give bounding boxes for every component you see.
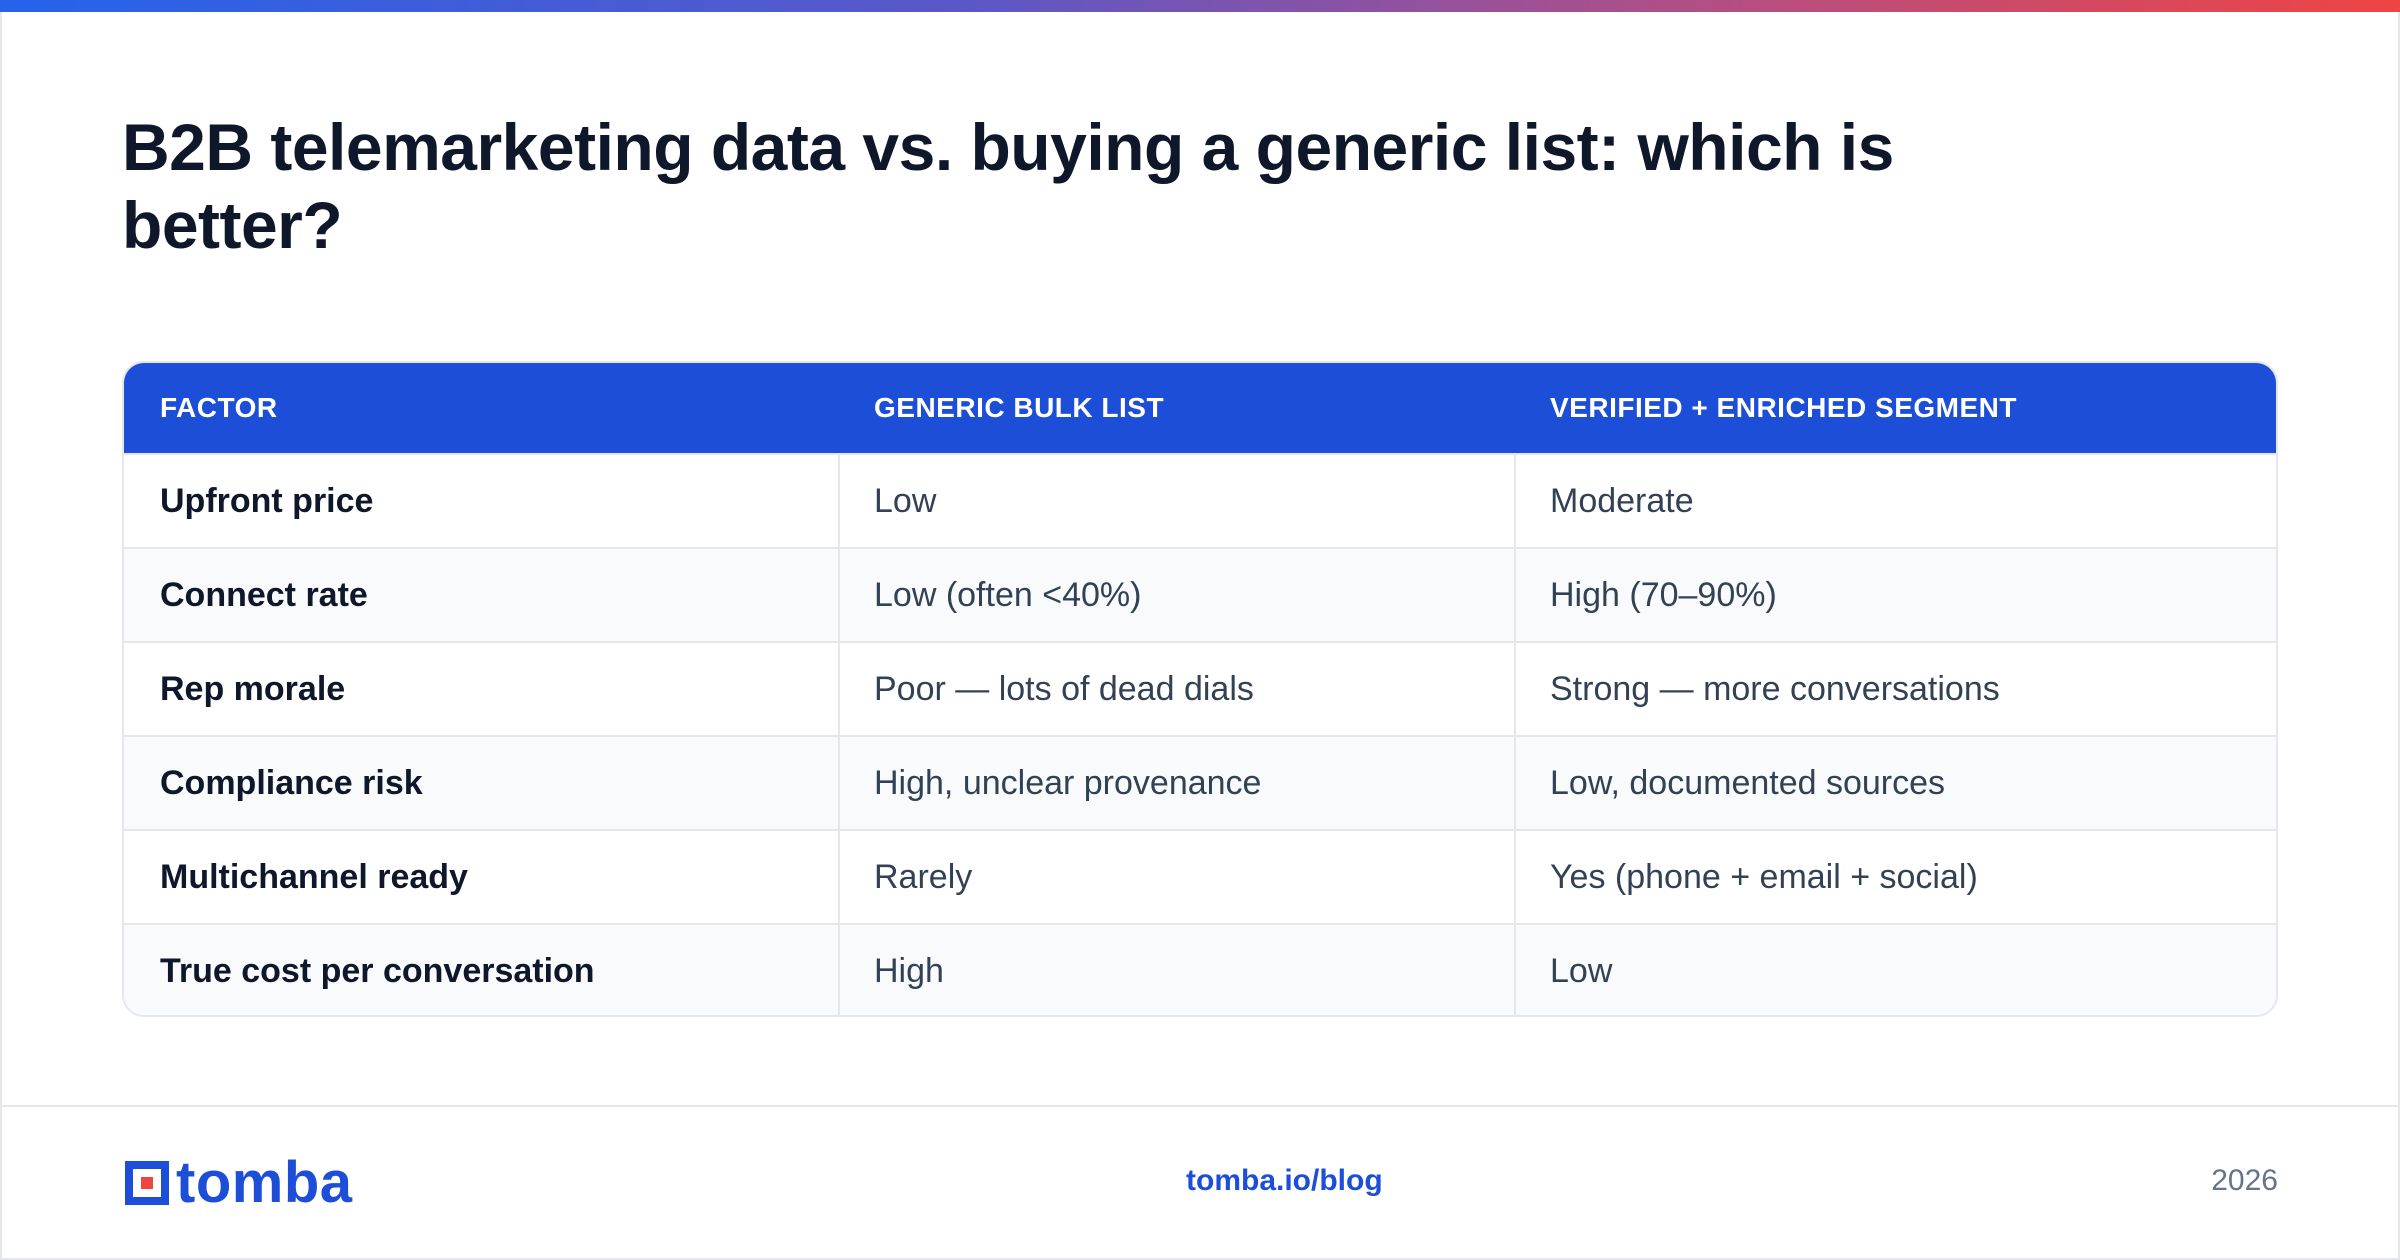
table-row: Upfront price Low Moderate xyxy=(124,453,2276,547)
column-header-verified: VERIFIED + ENRICHED SEGMENT xyxy=(1550,392,2018,423)
generic-cell: Low (often <40%) xyxy=(874,576,1142,614)
verified-cell: Strong — more conversations xyxy=(1550,670,2000,708)
tomba-logo[interactable]: tomba xyxy=(122,1150,353,1215)
column-divider xyxy=(838,453,840,1015)
generic-cell: Low xyxy=(874,482,937,520)
verified-cell: Yes (phone + email + social) xyxy=(1550,858,1978,896)
comparison-table: FACTOR GENERIC BULK LIST VERIFIED + ENRI… xyxy=(122,361,2278,1017)
verified-cell: High (70–90%) xyxy=(1550,576,1777,614)
column-divider xyxy=(1514,453,1516,1015)
generic-cell: Poor — lots of dead dials xyxy=(874,670,1254,708)
factor-cell: Rep morale xyxy=(160,670,346,708)
factor-cell: Compliance risk xyxy=(160,764,423,802)
table-row: Multichannel ready Rarely Yes (phone + e… xyxy=(124,829,2276,923)
generic-cell: High, unclear provenance xyxy=(874,764,1262,802)
verified-cell: Low, documented sources xyxy=(1550,764,1946,802)
generic-cell: High xyxy=(874,952,944,990)
year-label: 2026 xyxy=(2211,1164,2278,1197)
generic-cell: Rarely xyxy=(874,858,973,896)
column-header-generic: GENERIC BULK LIST xyxy=(874,392,1165,423)
factor-cell: True cost per conversation xyxy=(160,952,595,990)
page-title: B2B telemarketing data vs. buying a gene… xyxy=(122,110,1894,262)
verified-cell: Low xyxy=(1550,952,1613,990)
table-row: True cost per conversation High Low xyxy=(124,923,2276,1015)
logo-wordmark: tomba xyxy=(176,1150,353,1215)
factor-cell: Connect rate xyxy=(160,576,368,614)
factor-cell: Multichannel ready xyxy=(160,858,468,896)
table-header: FACTOR GENERIC BULK LIST VERIFIED + ENRI… xyxy=(124,363,2276,453)
verified-cell: Moderate xyxy=(1550,482,1694,520)
table-row: Compliance risk High, unclear provenance… xyxy=(124,735,2276,829)
footer-divider xyxy=(0,1105,2400,1107)
column-header-factor: FACTOR xyxy=(160,392,278,423)
table-row: Rep morale Poor — lots of dead dials Str… xyxy=(124,641,2276,735)
tomba-logo-icon xyxy=(125,1161,169,1205)
factor-cell: Upfront price xyxy=(160,482,374,520)
blog-link[interactable]: tomba.io/blog xyxy=(1186,1164,1383,1197)
table-row: Connect rate Low (often <40%) High (70–9… xyxy=(124,547,2276,641)
top-gradient-bar xyxy=(0,0,2400,12)
